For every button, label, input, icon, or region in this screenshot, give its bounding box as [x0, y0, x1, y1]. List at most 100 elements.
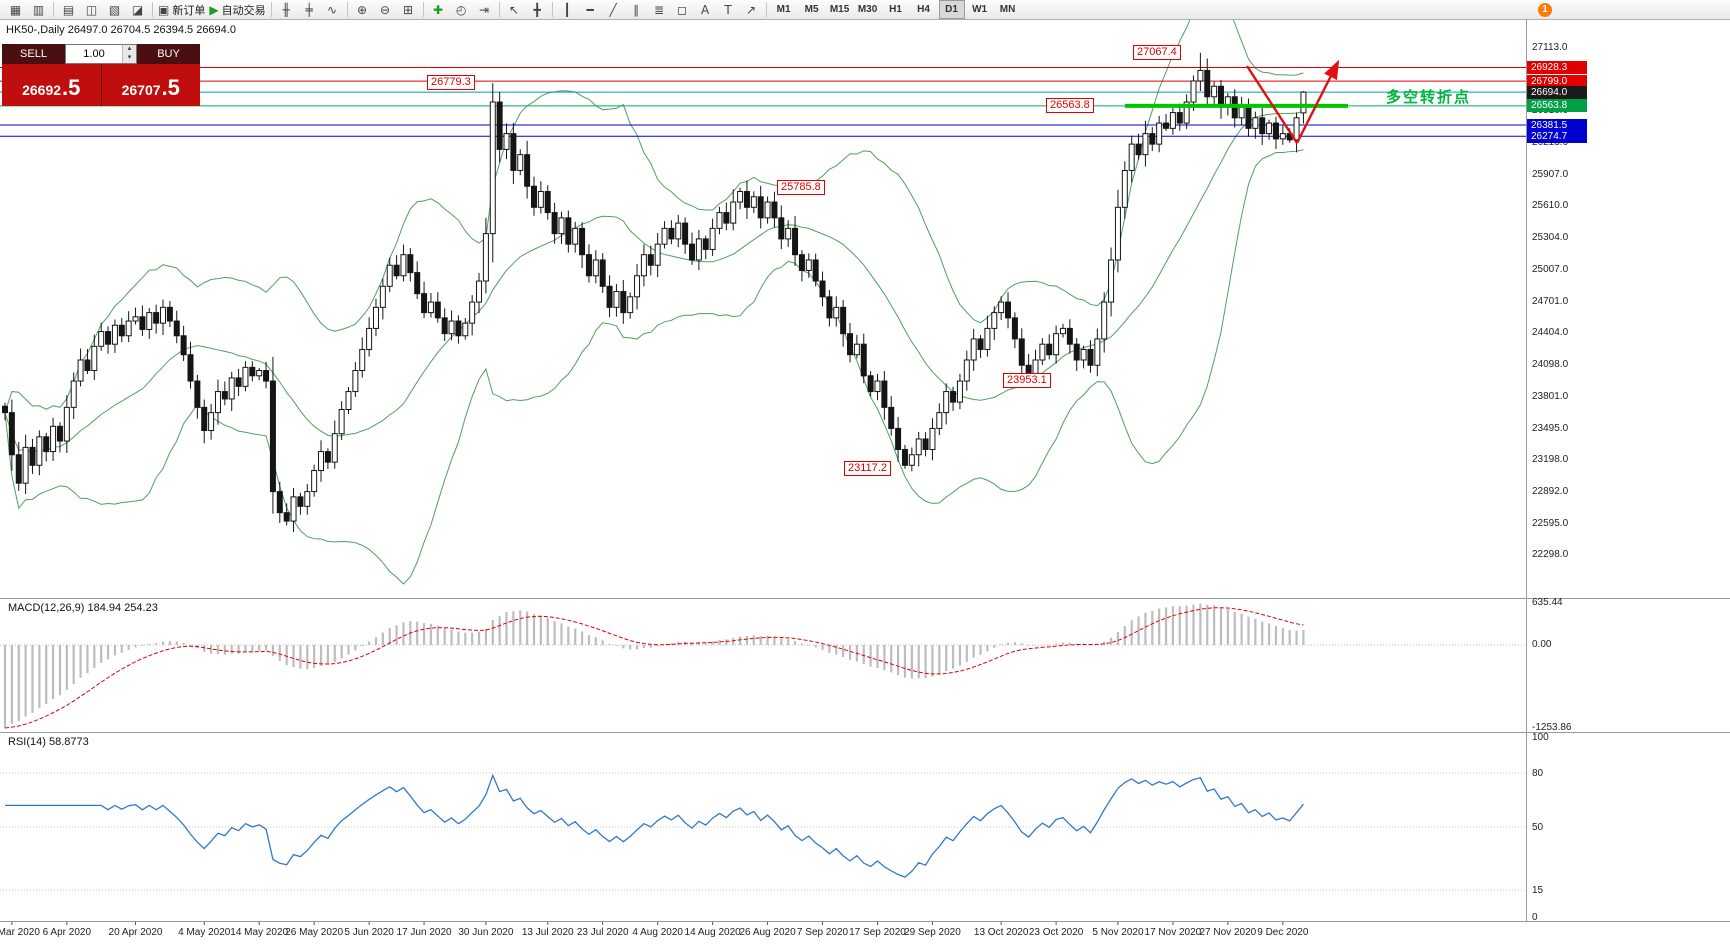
toolbar-separator — [346, 2, 348, 17]
timeframe-w1-button[interactable]: W1 — [972, 4, 988, 15]
toolbar-separator — [765, 2, 767, 17]
toolbar-separator — [270, 2, 272, 17]
data-window-button[interactable]: ◫ — [81, 0, 102, 19]
zoom-in-icon: ⊕ — [357, 2, 368, 17]
templates-icon: ⇥ — [479, 2, 490, 17]
data-window-icon: ◫ — [85, 2, 98, 17]
new-chart-icon: ▦ — [9, 2, 22, 17]
crosshair-icon: ╋ — [533, 2, 541, 17]
timeframe-m5-button[interactable]: M5 — [804, 4, 819, 15]
rsi-indicator-label: RSI(14) 58.8773 — [8, 736, 89, 748]
market-watch-button[interactable]: ▤ — [58, 0, 79, 19]
line-chart-icon: ∿ — [327, 2, 338, 17]
fibonacci-button[interactable]: ≣ — [649, 0, 670, 19]
tile-windows-button[interactable]: ⊞ — [398, 0, 419, 19]
zoom-out-button[interactable]: ⊖ — [375, 0, 396, 19]
toolbar-separator — [152, 2, 153, 17]
bar-chart-icon: ╫ — [282, 2, 290, 17]
shapes-button[interactable]: ◻ — [672, 0, 693, 19]
line-chart-button[interactable]: ∿ — [322, 0, 343, 19]
indicators-icon: ✚ — [433, 2, 444, 17]
vertical-line-button[interactable]: ┃ — [557, 0, 578, 19]
sell-price-main: 26692 — [22, 82, 62, 98]
label-icon: T — [724, 2, 732, 17]
buy-price-fraction: .5 — [161, 75, 180, 100]
buy-price-button[interactable]: 26707.5 — [101, 64, 200, 106]
macd-panel-surface[interactable] — [0, 600, 1526, 731]
timeframe-d1-button[interactable]: D1 — [938, 0, 965, 19]
arrows-icon: ↗ — [746, 2, 757, 17]
bar-chart-button[interactable]: ╫ — [276, 0, 297, 19]
navigator-button[interactable]: ▧ — [104, 0, 125, 19]
text-button[interactable]: A — [695, 0, 716, 19]
templates-button[interactable]: ⇥ — [474, 0, 495, 19]
timeframe-h4-button[interactable]: H4 — [917, 4, 930, 15]
toolbar-separator — [53, 2, 54, 17]
toolbar-separator — [422, 2, 424, 17]
timeframe-m30-button[interactable]: M30 — [857, 4, 878, 15]
terminal-icon: ◪ — [131, 2, 144, 17]
channel-icon: ∥ — [633, 2, 640, 17]
navigator-icon: ▧ — [108, 2, 121, 17]
toolbar-separator — [498, 2, 500, 17]
zoom-out-icon: ⊖ — [380, 2, 391, 17]
timeframe-mn-button[interactable]: MN — [999, 4, 1016, 15]
volume-input[interactable] — [66, 45, 122, 63]
indicators-button[interactable]: ✚ — [428, 0, 449, 19]
arrows-button[interactable]: ↗ — [741, 0, 762, 19]
candlestick-chart-icon: ╪ — [305, 2, 313, 17]
symbol-ohlc-header: HK50-,Daily 26497.0 26704.5 26394.5 2669… — [6, 24, 236, 36]
volume-decrease-button[interactable]: ▾ — [123, 54, 136, 63]
sell-price-button[interactable]: 26692.5 — [2, 64, 101, 106]
timeframe-m15-button[interactable]: M15 — [829, 4, 850, 15]
periods-icon: ◴ — [455, 2, 467, 17]
zoom-in-button[interactable]: ⊕ — [352, 0, 373, 19]
profiles-button[interactable]: ▥ — [28, 0, 49, 19]
tile-windows-icon: ⊞ — [403, 2, 414, 17]
label-button[interactable]: T — [718, 0, 739, 19]
profiles-icon: ▥ — [32, 2, 45, 17]
timeframe-m1-button[interactable]: M1 — [776, 4, 791, 15]
cursor-icon: ↖ — [509, 2, 520, 17]
volume-spinner: ▴ ▾ — [122, 45, 136, 63]
volume-increase-button[interactable]: ▴ — [123, 45, 136, 54]
buy-button[interactable]: BUY — [157, 48, 180, 60]
buy-price-main: 26707 — [121, 82, 161, 98]
text-icon: A — [700, 2, 710, 17]
new-chart-button[interactable]: ▦ — [5, 0, 26, 19]
main-toolbar: ▦ ▥ ▤ ◫ ▧ ◪ ▣ 新订单 ▶ 自动交易 ╫ ╪ ∿ ⊕ ⊖ ⊞ ✚ ◴ ⇥ ↖ ╋ ┃ ━ ╱ ∥ ≣ ◻ A T ↗ M1 M5 M… — [0, 0, 1730, 20]
timeframe-h1-button[interactable]: H1 — [889, 4, 902, 15]
notification-badge[interactable]: 1 — [1538, 3, 1552, 17]
trendline-button[interactable]: ╱ — [603, 0, 624, 19]
crosshair-button[interactable]: ╋ — [527, 0, 548, 19]
fibonacci-icon: ≣ — [654, 2, 665, 17]
channel-button[interactable]: ∥ — [626, 0, 647, 19]
price-chart-surface[interactable] — [0, 20, 1526, 597]
new-order-icon: ▣ — [158, 2, 170, 17]
sell-price-fraction: .5 — [62, 75, 81, 100]
volume-field: ▴ ▾ — [65, 44, 137, 64]
vertical-line-icon: ┃ — [563, 2, 571, 17]
auto-trading-icon: ▶ — [209, 2, 219, 17]
one-click-trading-panel: SELL ▴ ▾ BUY 26692.5 26707.5 — [2, 44, 200, 106]
sell-button[interactable]: SELL — [20, 48, 47, 60]
turning-point-note: 多空转折点 — [1386, 89, 1472, 106]
auto-trading-button[interactable]: ▶ 自动交易 — [208, 0, 266, 19]
horizontal-line-button[interactable]: ━ — [580, 0, 601, 19]
new-order-button-label: 新订单 — [172, 4, 206, 17]
cursor-button[interactable]: ↖ — [504, 0, 525, 19]
time-scale[interactable] — [0, 922, 1730, 944]
toolbar-separator — [551, 2, 553, 17]
auto-trading-button-label: 自动交易 — [221, 4, 266, 17]
market-watch-icon: ▤ — [62, 2, 75, 17]
candlestick-chart-button[interactable]: ╪ — [299, 0, 320, 19]
horizontal-line-icon: ━ — [586, 2, 594, 17]
macd-indicator-label: MACD(12,26,9) 184.94 254.23 — [8, 602, 158, 614]
new-order-button[interactable]: ▣ 新订单 — [157, 0, 206, 19]
price-scale[interactable] — [1526, 20, 1730, 922]
shapes-icon: ◻ — [677, 2, 688, 17]
trendline-icon: ╱ — [609, 2, 617, 17]
terminal-button[interactable]: ◪ — [127, 0, 148, 19]
periods-button[interactable]: ◴ — [451, 0, 472, 19]
